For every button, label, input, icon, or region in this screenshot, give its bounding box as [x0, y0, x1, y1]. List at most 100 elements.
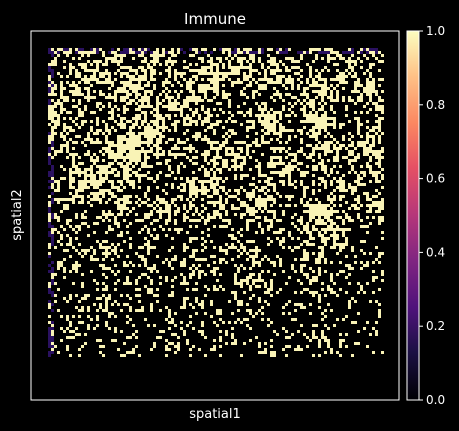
- tissue-spot: [48, 48, 51, 51]
- tissue-spot: [48, 105, 51, 108]
- tissue-spot: [75, 51, 78, 54]
- tissue-spot: [159, 63, 162, 66]
- tissue-spot: [123, 87, 126, 90]
- tissue-spot: [297, 168, 300, 171]
- tissue-spot: [228, 63, 231, 66]
- tissue-spot: [294, 291, 297, 294]
- tissue-spot: [81, 306, 84, 309]
- tissue-spot: [267, 303, 270, 306]
- tissue-spot: [162, 99, 165, 102]
- tissue-spot: [48, 180, 51, 183]
- tissue-spot: [87, 249, 90, 252]
- tissue-spot: [261, 258, 264, 261]
- tissue-spot: [222, 180, 225, 183]
- tissue-spot: [165, 348, 168, 351]
- tissue-spot: [321, 69, 324, 72]
- tissue-spot: [93, 192, 96, 195]
- tissue-spot: [345, 276, 348, 279]
- tissue-spot: [249, 111, 252, 114]
- tissue-spot: [48, 99, 51, 102]
- tissue-spot: [273, 186, 276, 189]
- tissue-spot: [372, 279, 375, 282]
- tissue-spot: [102, 63, 105, 66]
- tissue-spot: [198, 69, 201, 72]
- tissue-spot: [174, 123, 177, 126]
- tissue-spot: [207, 174, 210, 177]
- tissue-spot: [279, 156, 282, 159]
- tissue-spot: [72, 93, 75, 96]
- tissue-spot: [204, 66, 207, 69]
- tissue-spot: [90, 255, 93, 258]
- tissue-spot: [237, 141, 240, 144]
- tissue-spot: [285, 168, 288, 171]
- tissue-spot: [300, 222, 303, 225]
- tissue-spot: [318, 132, 321, 135]
- tissue-spot: [315, 324, 318, 327]
- tissue-spot: [114, 330, 117, 333]
- tissue-spot: [54, 60, 57, 63]
- tissue-spot: [186, 105, 189, 108]
- tissue-spot: [102, 282, 105, 285]
- tissue-spot: [129, 51, 132, 54]
- tissue-spot: [138, 99, 141, 102]
- tissue-spot: [249, 156, 252, 159]
- tissue-spot: [240, 234, 243, 237]
- tissue-spot: [138, 159, 141, 162]
- tissue-spot: [183, 246, 186, 249]
- tissue-spot: [276, 237, 279, 240]
- tissue-spot: [183, 51, 186, 54]
- tissue-spot: [174, 60, 177, 63]
- tissue-spot: [138, 105, 141, 108]
- tissue-spot: [60, 237, 63, 240]
- tissue-spot: [261, 48, 264, 51]
- tissue-spot: [159, 117, 162, 120]
- tissue-spot: [138, 309, 141, 312]
- tissue-spot: [207, 195, 210, 198]
- tissue-spot: [96, 222, 99, 225]
- tissue-spot: [135, 159, 138, 162]
- tissue-spot: [234, 207, 237, 210]
- tissue-spot: [126, 153, 129, 156]
- tissue-spot: [324, 324, 327, 327]
- tissue-spot: [144, 261, 147, 264]
- tissue-spot: [264, 204, 267, 207]
- tissue-spot: [180, 84, 183, 87]
- tissue-spot: [318, 300, 321, 303]
- tissue-spot: [327, 237, 330, 240]
- tissue-spot: [87, 99, 90, 102]
- tissue-spot: [258, 201, 261, 204]
- tissue-spot: [315, 48, 318, 51]
- tissue-spot: [51, 171, 54, 174]
- tissue-spot: [186, 96, 189, 99]
- tissue-spot: [111, 258, 114, 261]
- tissue-spot: [285, 336, 288, 339]
- tissue-spot: [336, 84, 339, 87]
- tissue-spot: [342, 231, 345, 234]
- tissue-spot: [312, 333, 315, 336]
- tissue-spot: [267, 111, 270, 114]
- tissue-spot: [240, 201, 243, 204]
- tissue-spot: [198, 117, 201, 120]
- tissue-spot: [312, 330, 315, 333]
- tissue-spot: [222, 189, 225, 192]
- tissue-spot: [231, 312, 234, 315]
- tissue-spot: [219, 258, 222, 261]
- tissue-spot: [273, 81, 276, 84]
- tissue-spot: [69, 126, 72, 129]
- tissue-spot: [312, 180, 315, 183]
- tissue-spot: [72, 84, 75, 87]
- tissue-spot: [108, 150, 111, 153]
- tissue-spot: [99, 339, 102, 342]
- tissue-spot: [63, 66, 66, 69]
- tissue-spot: [210, 180, 213, 183]
- tissue-spot: [372, 63, 375, 66]
- tissue-spot: [114, 252, 117, 255]
- tissue-spot: [150, 126, 153, 129]
- tissue-spot: [294, 246, 297, 249]
- tissue-spot: [168, 315, 171, 318]
- tissue-spot: [96, 318, 99, 321]
- tissue-spot: [81, 123, 84, 126]
- tissue-spot: [234, 162, 237, 165]
- tissue-spot: [231, 57, 234, 60]
- tissue-spot: [339, 78, 342, 81]
